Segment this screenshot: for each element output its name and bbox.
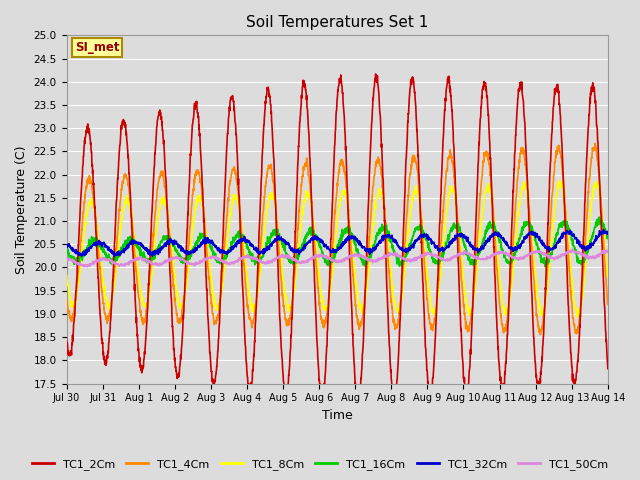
TC1_50Cm: [568, 246, 576, 252]
TC1_2Cm: [572, 377, 579, 383]
TC1_4Cm: [591, 141, 599, 146]
TC1_4Cm: [214, 316, 221, 322]
TC1_16Cm: [595, 214, 603, 220]
TC1_32Cm: [111, 253, 118, 259]
TC1_50Cm: [604, 248, 612, 254]
Line: TC1_2Cm: TC1_2Cm: [67, 74, 608, 402]
TC1_32Cm: [604, 231, 612, 237]
TC1_16Cm: [572, 246, 579, 252]
TC1_32Cm: [556, 237, 564, 242]
TC1_2Cm: [372, 71, 380, 77]
TC1_16Cm: [495, 231, 502, 237]
TC1_32Cm: [353, 238, 361, 244]
Text: SI_met: SI_met: [75, 41, 119, 54]
TC1_4Cm: [353, 314, 360, 320]
TC1_4Cm: [572, 330, 579, 336]
Line: TC1_32Cm: TC1_32Cm: [67, 229, 608, 256]
TC1_4Cm: [365, 248, 372, 254]
TC1_4Cm: [604, 301, 612, 307]
TC1_16Cm: [556, 222, 564, 228]
Line: TC1_4Cm: TC1_4Cm: [67, 144, 608, 335]
TC1_8Cm: [575, 314, 582, 320]
TC1_32Cm: [572, 235, 579, 241]
TC1_2Cm: [495, 358, 502, 363]
TC1_4Cm: [556, 149, 564, 155]
Line: TC1_16Cm: TC1_16Cm: [67, 217, 608, 266]
TC1_16Cm: [541, 264, 548, 269]
TC1_4Cm: [536, 332, 544, 337]
Line: TC1_8Cm: TC1_8Cm: [67, 180, 608, 317]
TC1_8Cm: [214, 304, 221, 310]
TC1_50Cm: [556, 254, 564, 260]
TC1_2Cm: [557, 112, 564, 118]
Legend: TC1_2Cm, TC1_4Cm, TC1_8Cm, TC1_16Cm, TC1_32Cm, TC1_50Cm: TC1_2Cm, TC1_4Cm, TC1_8Cm, TC1_16Cm, TC1…: [28, 455, 612, 474]
TC1_8Cm: [495, 262, 502, 267]
Line: TC1_50Cm: TC1_50Cm: [67, 249, 608, 267]
TC1_8Cm: [557, 178, 564, 183]
TC1_16Cm: [214, 258, 221, 264]
TC1_50Cm: [365, 256, 372, 262]
TC1_32Cm: [365, 249, 372, 255]
TC1_2Cm: [353, 399, 361, 405]
TC1_50Cm: [63, 258, 70, 264]
TC1_2Cm: [214, 355, 221, 360]
TC1_16Cm: [604, 236, 612, 241]
TC1_8Cm: [63, 272, 70, 278]
TC1_50Cm: [572, 250, 579, 256]
TC1_32Cm: [214, 248, 221, 253]
TC1_4Cm: [63, 296, 70, 302]
Y-axis label: Soil Temperature (C): Soil Temperature (C): [15, 145, 28, 274]
TC1_50Cm: [353, 252, 361, 257]
TC1_50Cm: [80, 264, 88, 270]
TC1_32Cm: [495, 229, 502, 235]
TC1_16Cm: [63, 248, 70, 253]
TC1_50Cm: [495, 250, 502, 255]
TC1_8Cm: [556, 181, 564, 187]
TC1_4Cm: [495, 283, 502, 288]
TC1_8Cm: [365, 270, 372, 276]
TC1_16Cm: [365, 257, 372, 263]
TC1_8Cm: [604, 273, 612, 279]
TC1_50Cm: [214, 256, 221, 262]
TC1_2Cm: [365, 196, 372, 202]
TC1_8Cm: [572, 303, 579, 309]
TC1_32Cm: [600, 227, 607, 232]
TC1_16Cm: [353, 249, 360, 254]
TC1_2Cm: [353, 392, 360, 398]
X-axis label: Time: Time: [322, 409, 353, 422]
TC1_2Cm: [604, 366, 612, 372]
TC1_8Cm: [353, 286, 360, 291]
TC1_32Cm: [63, 242, 70, 248]
Title: Soil Temperatures Set 1: Soil Temperatures Set 1: [246, 15, 428, 30]
TC1_2Cm: [63, 335, 70, 341]
